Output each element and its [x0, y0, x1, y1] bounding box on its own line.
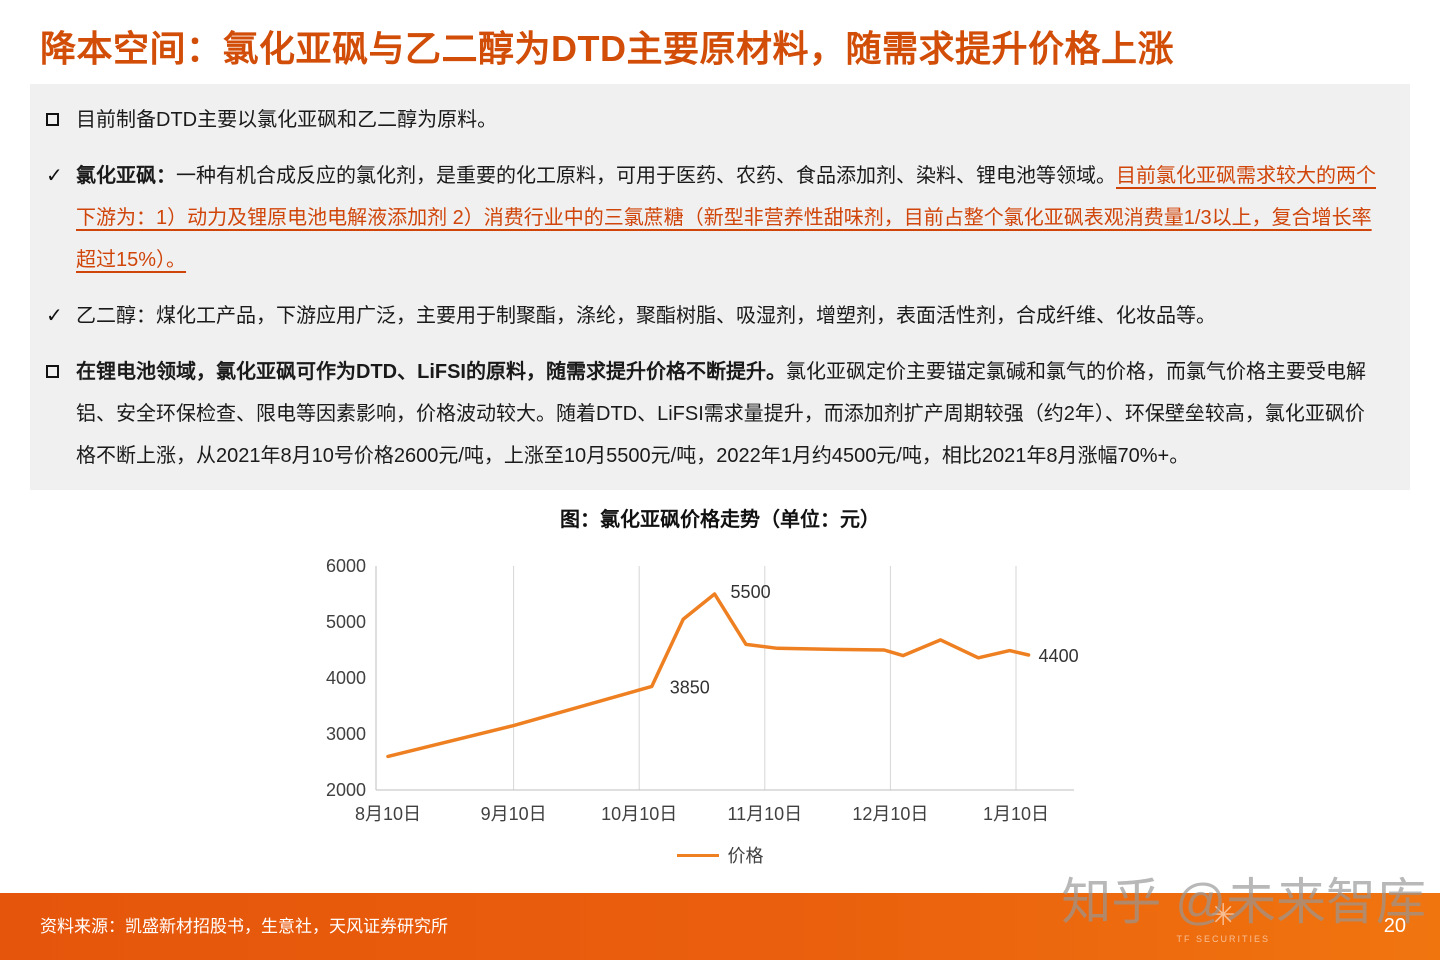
- bullet-item: ✓ 乙二醇：煤化工产品，下游应用广泛，主要用于制聚酯，涤纶，聚酯树脂、吸湿剂，增…: [46, 295, 1384, 337]
- page-number: 20: [1383, 915, 1406, 937]
- source-note: 资料来源：凯盛新材招股书，生意社，天风证券研究所: [40, 917, 448, 936]
- chart-section: 图：氯化亚砜价格走势（单位：元） 2000 3000 4000 5000 6000 8月1…: [0, 503, 1440, 868]
- legend-line-swatch: [676, 853, 719, 857]
- footer-bar: 资料来源：凯盛新材招股书，生意社，天风证券研究所 ✳ TF SECURITIES…: [0, 893, 1440, 960]
- svg-text:6000: 6000: [326, 556, 366, 576]
- bullet-item: 目前制备DTD主要以氯化亚砜和乙二醇为原料。: [46, 99, 1384, 141]
- svg-text:4400: 4400: [1039, 646, 1079, 666]
- svg-text:5500: 5500: [731, 582, 771, 602]
- legend-label: 价格: [727, 846, 764, 866]
- svg-text:5000: 5000: [326, 612, 366, 632]
- svg-text:8月10日: 8月10日: [355, 804, 421, 824]
- content-box: 目前制备DTD主要以氯化亚砜和乙二醇为原料。 ✓ 氯化亚砜：一种有机合成反应的氯…: [30, 84, 1410, 490]
- svg-text:10月10日: 10月10日: [601, 804, 677, 824]
- svg-text:3000: 3000: [326, 724, 366, 744]
- bullet-segment: 乙二醇：煤化工产品，下游应用广泛，主要用于制聚酯，涤纶，聚酯树脂、吸湿剂，增塑剂…: [76, 305, 1216, 327]
- check-bullet-icon: ✓: [46, 305, 63, 327]
- highlighted-underlined-text: 目前氯化亚砜需求较大的两个下游为：1）动力及锂原电池电解液添加剂 2）消费行业中…: [76, 165, 1376, 271]
- bullet-text: 氯化亚砜：一种有机合成反应的氯化剂，是重要的化工原料，可用于医药、农药、食品添加…: [76, 155, 1384, 281]
- bullet-segment-bold: 在锂电池领域，氯化亚砜可作为DTD、LiFSI的原料，随需求提升价格不断提升。: [76, 361, 786, 383]
- bullet-segment-bold: 氯化亚砜：: [76, 165, 176, 187]
- bullet-item: 在锂电池领域，氯化亚砜可作为DTD、LiFSI的原料，随需求提升价格不断提升。氯…: [46, 351, 1384, 477]
- bullet-item: ✓ 氯化亚砜：一种有机合成反应的氯化剂，是重要的化工原料，可用于医药、农药、食品…: [46, 155, 1384, 281]
- bullet-text: 乙二醇：煤化工产品，下游应用广泛，主要用于制聚酯，涤纶，聚酯树脂、吸湿剂，增塑剂…: [76, 295, 1384, 337]
- check-bullet-icon: ✓: [46, 165, 63, 187]
- svg-text:2000: 2000: [326, 780, 366, 800]
- tf-logo-caption: TF SECURITIES: [1176, 934, 1270, 944]
- svg-text:3850: 3850: [670, 677, 710, 697]
- tf-logo-mark-icon: ✳: [1210, 899, 1236, 932]
- chart-title: 图：氯化亚砜价格走势（单位：元）: [560, 509, 880, 531]
- price-line-chart: 2000 3000 4000 5000 6000 8月10日 9月10日 10月10日 11月1…: [326, 556, 1079, 824]
- bullet-segment: 一种有机合成反应的氯化剂，是重要的化工原料，可用于医药、农药、食品添加剂、染料、…: [176, 165, 1116, 187]
- bullet-segment: 目前制备DTD主要以氯化亚砜和乙二醇为原料。: [76, 109, 498, 131]
- svg-text:9月10日: 9月10日: [481, 804, 547, 824]
- square-bullet-icon: [46, 351, 76, 393]
- svg-text:1月10日: 1月10日: [983, 804, 1049, 824]
- svg-text:12月10日: 12月10日: [852, 804, 928, 824]
- svg-text:4000: 4000: [326, 668, 366, 688]
- bullet-text: 在锂电池领域，氯化亚砜可作为DTD、LiFSI的原料，随需求提升价格不断提升。氯…: [76, 351, 1384, 477]
- square-bullet-icon: [46, 99, 76, 141]
- bullet-segment: 氯化亚砜定价主要锚定氯碱和氯气的价格，而氯气价格主要受电解铝、安全环保检查、限电…: [76, 361, 1366, 467]
- chart-legend: 价格: [676, 842, 764, 868]
- svg-text:11月10日: 11月10日: [727, 804, 802, 824]
- bullet-text: 目前制备DTD主要以氯化亚砜和乙二醇为原料。: [76, 99, 1384, 141]
- tf-securities-logo: ✳ TF SECURITIES: [1176, 899, 1270, 945]
- page-title: 降本空间：氯化亚砜与乙二醇为DTD主要原材料，随需求提升价格上涨: [40, 28, 1174, 69]
